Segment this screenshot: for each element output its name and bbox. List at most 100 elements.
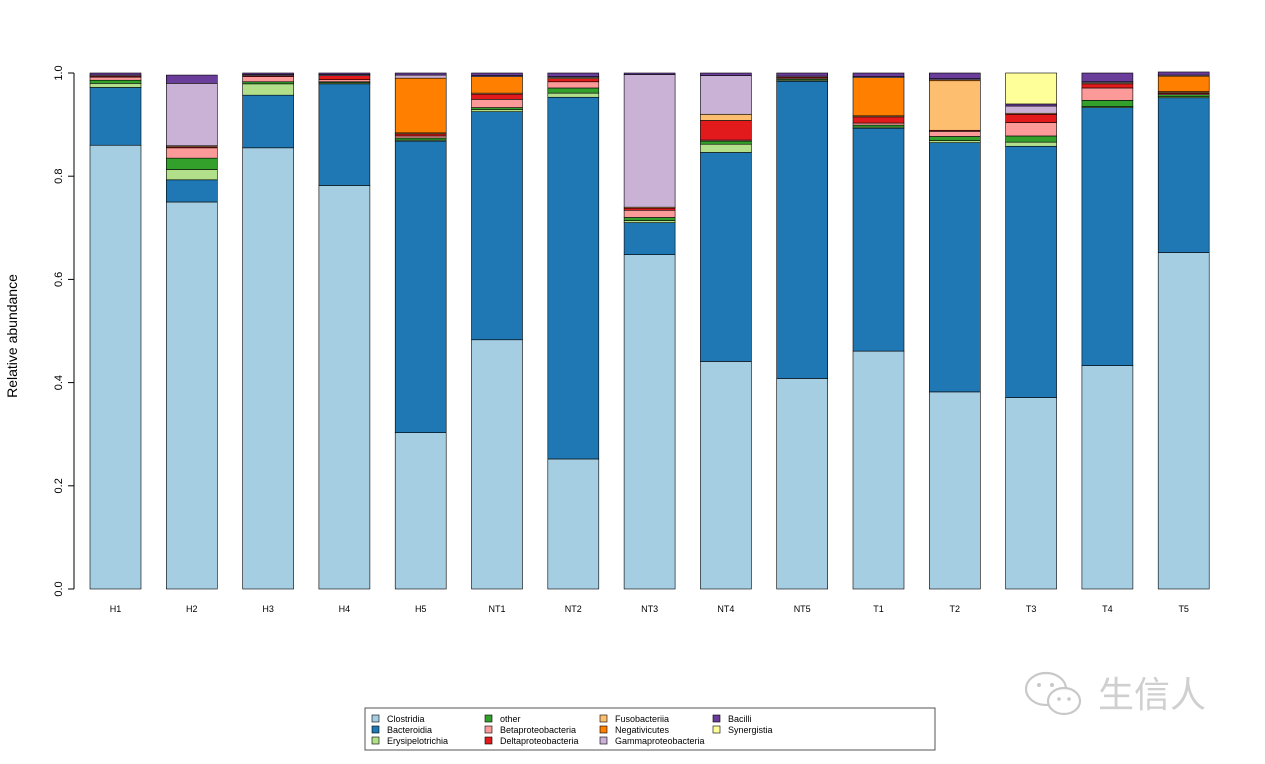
- bar-segment-erysipelotrichia: [242, 83, 294, 96]
- legend-item: Erysipelotrichia: [371, 736, 448, 746]
- bar-stack-H2: [166, 74, 218, 590]
- bar-segment-other: [1005, 135, 1057, 143]
- legend-swatch: [484, 736, 493, 745]
- bar-stack-NT1: [471, 72, 523, 590]
- bar-segment-other: [1157, 94, 1210, 98]
- bar-segment-bacteroidia: [1157, 97, 1210, 253]
- bar-segment-other: [89, 79, 142, 84]
- bar-stack-NT4: [700, 72, 752, 590]
- bar-segment-betaproteobacteria: [852, 122, 905, 126]
- bar-segment-other: [242, 81, 294, 85]
- bar-segment-betaproteobacteria: [623, 209, 676, 218]
- x-tick-label: T5: [1178, 604, 1189, 614]
- bar-segment-bacilli: [166, 74, 218, 84]
- watermark-text: 生信人: [1098, 675, 1206, 716]
- bar-segment-clostridia: [1081, 365, 1134, 590]
- bar-segment-erysipelotrichia: [623, 220, 676, 223]
- x-tick-label: H3: [262, 604, 274, 614]
- x-tick-label: NT3: [641, 604, 658, 614]
- bar-stack-NT3: [623, 72, 676, 590]
- bar-segment-bacteroidia: [776, 80, 829, 379]
- bar-segment-bacteroidia: [547, 96, 600, 460]
- x-tick-label: NT2: [565, 604, 582, 614]
- bars: [89, 71, 1210, 590]
- legend-swatch: [371, 736, 380, 745]
- bar-segment-deltaproteobacteria: [318, 75, 371, 81]
- bar-segment-betaproteobacteria: [89, 76, 142, 81]
- bar-segment-other: [471, 107, 523, 110]
- bar-segment-erysipelotrichia: [1005, 141, 1057, 147]
- bar-stack-H1: [89, 72, 142, 590]
- x-tick-label: T2: [950, 604, 961, 614]
- bar-segment-deltaproteobacteria: [1081, 83, 1134, 89]
- bar-segment-bacilli: [318, 72, 371, 75]
- bar-segment-betaproteobacteria: [471, 99, 523, 108]
- legend-swatch: [712, 725, 721, 734]
- bar-stack-H5: [394, 72, 447, 590]
- bar-segment-gammaproteobacteria: [623, 74, 676, 208]
- bar-stack-T1: [852, 72, 905, 590]
- bar-segment-erysipelotrichia: [700, 143, 752, 153]
- x-tick-label: NT5: [794, 604, 811, 614]
- bar-segment-deltaproteobacteria: [394, 133, 447, 137]
- bar-segment-gammaproteobacteria: [166, 83, 218, 147]
- legend-item: Clostridia: [371, 714, 425, 724]
- legend-label: Bacilli: [728, 714, 752, 724]
- x-tick-label: H4: [339, 604, 351, 614]
- bar-segment-bacteroidia: [700, 152, 752, 362]
- y-tick-label: 0.8: [53, 169, 65, 184]
- legend-item: other: [484, 714, 521, 724]
- bar-segment-deltaproteobacteria: [547, 78, 600, 83]
- bar-segment-other: [928, 136, 981, 141]
- bar-segment-other: [394, 137, 447, 141]
- legend-item: Gammaproteobacteria: [599, 736, 705, 746]
- bar-segment-bacilli: [89, 72, 142, 76]
- bar-segment-negativicutes: [471, 76, 523, 94]
- y-tick-label: 0.2: [53, 478, 65, 493]
- x-tick-label: NT1: [488, 604, 505, 614]
- x-tick-label: T1: [873, 604, 884, 614]
- bar-segment-erysipelotrichia: [166, 169, 218, 181]
- bar-segment-fusobacteriia: [928, 80, 981, 131]
- bar-segment-bacteroidia: [471, 111, 523, 341]
- bar-segment-betaproteobacteria: [166, 147, 218, 159]
- legend-swatch: [484, 725, 493, 734]
- bar-segment-clostridia: [547, 458, 600, 590]
- bar-segment-clostridia: [928, 391, 981, 590]
- x-tick-labels: H1 H2 H3 H4 H5 NT1 NT2 NT3 NT4 NT5 T1 T2 T3 T4 T5: [110, 604, 1189, 614]
- legend-swatch: [599, 714, 608, 723]
- bar-segment-bacteroidia: [623, 222, 676, 255]
- y-tick-label: 0.0: [53, 581, 65, 596]
- legend-label: Negativicutes: [615, 725, 670, 735]
- bar-segment-other: [547, 87, 600, 94]
- bar-segment-bacteroidia: [89, 87, 142, 146]
- x-tick-label: NT4: [717, 604, 734, 614]
- bar-segment-bacteroidia: [394, 140, 447, 433]
- bar-segment-gammaproteobacteria: [700, 75, 752, 115]
- legend-swatch: [599, 725, 608, 734]
- bar-segment-clostridia: [471, 339, 523, 590]
- bar-segment-clostridia: [776, 378, 829, 590]
- legend-swatch: [371, 714, 380, 723]
- bar-segment-clostridia: [166, 201, 218, 590]
- legend-item: Synergistia: [712, 725, 773, 735]
- bar-segment-bacteroidia: [1005, 145, 1057, 398]
- bar-segment-bacilli: [1157, 71, 1210, 76]
- bar-segment-gammaproteobacteria: [394, 74, 447, 79]
- bar-segment-clostridia: [242, 147, 294, 590]
- x-tick-label: T4: [1102, 604, 1113, 614]
- bar-segment-bacilli: [928, 72, 981, 79]
- bar-segment-bacilli: [623, 72, 676, 75]
- legend-label: Erysipelotrichia: [387, 736, 448, 746]
- bar-segment-synergistia: [1005, 72, 1057, 105]
- bar-segment-bacilli: [394, 72, 447, 76]
- bar-segment-betaproteobacteria: [1081, 87, 1134, 101]
- bar-segment-betaproteobacteria: [928, 131, 981, 137]
- bar-stack-T2: [928, 72, 981, 590]
- legend-item: Deltaproteobacteria: [484, 736, 579, 746]
- legend-swatch: [484, 714, 493, 723]
- legend-item: Fusobacteriia: [599, 714, 669, 724]
- bar-segment-negativicutes: [852, 77, 905, 117]
